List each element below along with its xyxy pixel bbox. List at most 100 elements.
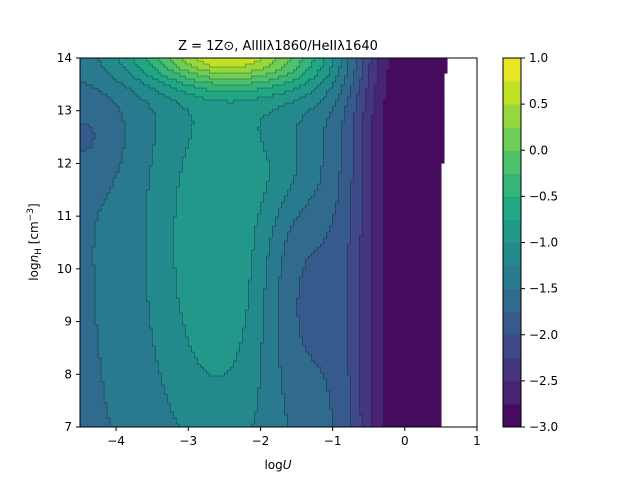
colorbar-segment xyxy=(503,403,521,428)
contour-band-cell xyxy=(269,247,286,251)
contour-band-cell xyxy=(371,412,385,416)
contour-band-cell xyxy=(80,124,90,128)
contour-band-cell xyxy=(386,94,445,98)
contour-band-cell xyxy=(98,355,156,359)
contour-band-cell xyxy=(359,88,367,92)
contour-band-cell xyxy=(335,76,346,80)
contour-band-cell xyxy=(383,121,445,125)
contour-band-cell xyxy=(338,181,352,185)
contour-band-cell xyxy=(362,172,373,176)
contour-band-cell xyxy=(296,148,325,152)
contour-band-cell xyxy=(290,187,319,191)
contour-band-cell xyxy=(338,199,352,203)
contour-band-cell xyxy=(359,361,373,365)
contour-band-cell xyxy=(206,370,228,374)
contour-band-cell xyxy=(173,412,256,416)
contour-band-cell xyxy=(359,307,373,311)
contour-band-cell xyxy=(296,157,325,161)
contour-band-cell xyxy=(350,94,358,98)
contour-band-cell xyxy=(359,364,373,368)
contour-band-cell xyxy=(110,424,180,427)
contour-band-cell xyxy=(179,172,271,176)
contour-band-cell xyxy=(383,229,442,233)
contour-band-cell xyxy=(281,370,322,374)
contour-band-cell xyxy=(371,163,385,167)
contour-band-cell xyxy=(326,232,352,236)
contour-band-cell xyxy=(80,388,105,392)
contour-band-cell xyxy=(98,328,153,332)
contour-band-cell xyxy=(350,394,361,398)
contour-band-cell xyxy=(80,106,120,110)
contour-band-cell xyxy=(296,307,349,311)
contour-band-cell xyxy=(158,361,198,365)
contour-band-cell xyxy=(302,337,349,341)
contour-band-cell xyxy=(293,220,334,224)
contour-band-cell xyxy=(368,85,376,89)
contour-band-cell xyxy=(95,289,147,293)
contour-band-cell xyxy=(371,142,385,146)
contour-band-cell xyxy=(260,136,298,140)
contour-band-cell xyxy=(158,79,177,83)
contour-band-cell xyxy=(176,64,192,68)
contour-band-cell xyxy=(362,187,373,191)
contour-band-cell xyxy=(347,316,361,320)
contour-band-cell xyxy=(80,295,96,299)
contour-band-cell xyxy=(371,172,385,176)
contour-band-cell xyxy=(95,274,147,278)
contour-band-cell xyxy=(323,79,337,83)
contour-band-cell xyxy=(251,76,280,80)
contour-band-cell xyxy=(338,187,352,191)
contour-band-cell xyxy=(80,82,87,86)
contour-band-cell xyxy=(362,133,373,137)
contour-band-cell xyxy=(269,172,298,176)
contour-band-cell xyxy=(278,283,301,287)
contour-band-cell xyxy=(359,244,373,248)
contour-band-cell xyxy=(287,415,334,419)
contour-band-cell xyxy=(107,94,138,98)
contour-band-cell xyxy=(248,289,265,293)
contour-band-cell xyxy=(320,172,340,176)
contour-band-cell xyxy=(281,259,307,263)
contour-band-cell xyxy=(251,268,268,272)
contour-band-cell xyxy=(386,91,445,95)
contour-band-cell xyxy=(179,175,271,179)
contour-band-cell xyxy=(344,118,355,122)
contour-band-cell xyxy=(338,190,352,194)
colorbar-segment xyxy=(503,311,521,336)
contour-band-cell xyxy=(164,82,183,86)
contour-band-cell xyxy=(263,115,304,119)
contour-band-cell xyxy=(248,298,265,302)
contour-band-cell xyxy=(377,64,391,68)
contour-band-cell xyxy=(293,79,310,83)
contour-band-cell xyxy=(305,346,349,350)
contour-band-cell xyxy=(359,388,373,392)
contour-band-cell xyxy=(383,391,442,395)
contour-band-cell xyxy=(287,421,334,425)
colorbar-segment xyxy=(503,127,521,151)
contour-band-cell xyxy=(269,175,295,179)
contour-band-cell xyxy=(371,232,385,236)
contour-band-cell xyxy=(350,232,364,236)
contour-band-cell xyxy=(341,160,355,164)
contour-band-cell xyxy=(119,166,150,170)
contour-band-cell xyxy=(371,259,385,263)
contour-band-cell xyxy=(329,397,352,401)
colorbar-segment xyxy=(503,219,521,243)
contour-band-cell xyxy=(245,313,265,317)
contour-band-cell xyxy=(173,415,256,419)
contour-band-cell xyxy=(347,343,361,347)
contour-band-cell xyxy=(224,373,262,377)
contour-band-cell xyxy=(284,244,322,248)
contour-band-cell xyxy=(311,253,349,257)
contour-band-cell xyxy=(383,190,442,194)
contour-band-cell xyxy=(383,385,442,389)
contour-band-cell xyxy=(269,163,298,167)
contour-band-cell xyxy=(284,247,319,251)
contour-band-cell xyxy=(341,85,352,89)
contour-band-cell xyxy=(338,193,352,197)
contour-band-cell xyxy=(269,112,307,116)
contour-band-cell xyxy=(374,94,388,98)
contour-band-cell xyxy=(359,355,373,359)
contour-band-cell xyxy=(383,187,442,191)
contour-band-cell xyxy=(347,73,355,77)
